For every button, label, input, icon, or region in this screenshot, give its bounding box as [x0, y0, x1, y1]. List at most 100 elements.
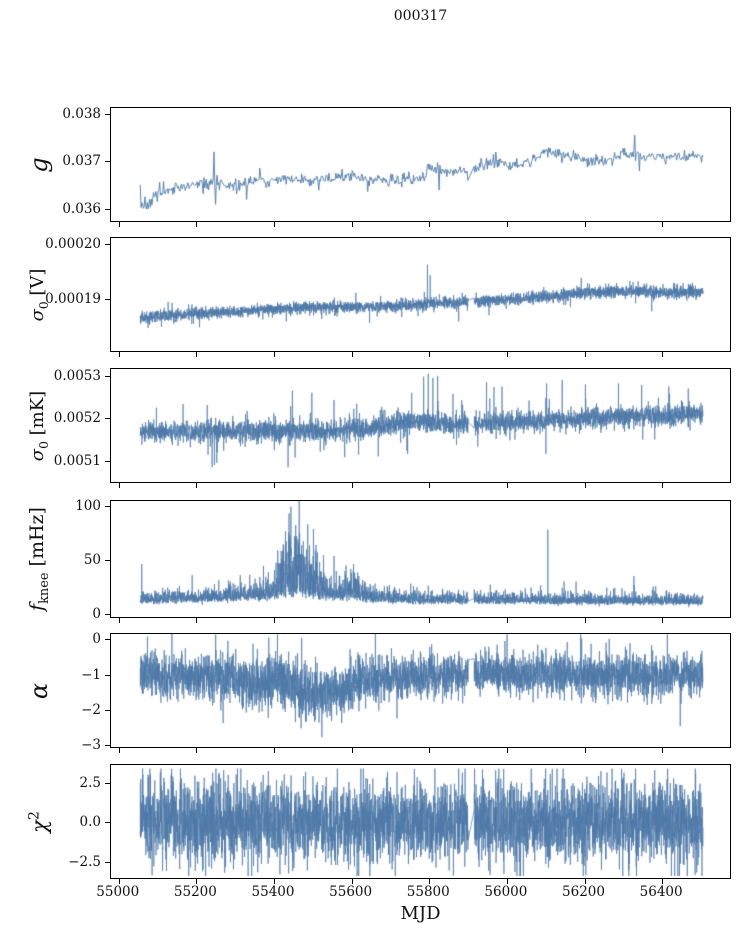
y-tick	[105, 243, 111, 245]
y-tick-label: 0.00020	[45, 235, 101, 252]
x-tick	[662, 747, 664, 753]
x-tick	[118, 351, 120, 357]
x-tick	[274, 747, 275, 753]
y-axis-label-g: g	[25, 156, 53, 173]
y-tick	[105, 209, 111, 211]
x-tick-label: 55200	[173, 884, 217, 900]
x-tick	[351, 221, 353, 227]
y-tick-label: 0.0	[79, 814, 101, 831]
y-tick-label: 50	[83, 551, 101, 568]
y-tick-label: 0.037	[62, 153, 101, 170]
plot-f_knee	[111, 501, 730, 617]
x-tick	[274, 617, 275, 623]
y-tick-label: 0.036	[62, 201, 101, 218]
x-tick	[196, 482, 198, 488]
x-tick	[274, 221, 275, 227]
y-tick	[105, 559, 111, 561]
y-tick-label: 0	[92, 605, 101, 622]
y-tick-label: 0.0052	[53, 410, 101, 427]
figure-title: 000317	[393, 8, 448, 24]
y-axis-label-sigma0_mK: σ0 [mK]	[27, 390, 51, 461]
x-tick	[274, 482, 275, 488]
x-tick-label: 55000	[96, 884, 140, 900]
y-tick	[105, 861, 111, 863]
y-tick	[105, 161, 111, 163]
x-tick	[118, 617, 120, 623]
x-tick	[584, 482, 586, 488]
y-tick-label: −2	[81, 701, 101, 718]
x-tick	[351, 878, 353, 884]
y-tick	[105, 299, 111, 301]
panel-chi2: χ2 2.5 0.0 −2.5	[27, 764, 731, 884]
x-tick	[584, 351, 586, 357]
x-tick	[118, 482, 120, 488]
panel-f_knee: fknee [mHz] 100 50 0	[26, 498, 731, 623]
x-tick	[506, 221, 508, 227]
y-tick	[105, 745, 111, 747]
x-tick	[429, 482, 431, 488]
x-tick	[662, 617, 664, 623]
y-tick-label: −1	[81, 666, 101, 683]
panel-sigma0_mK: σ0 [mK] 0.0053 0.0052 0.0051	[27, 368, 731, 488]
y-tick	[105, 375, 111, 377]
x-tick	[351, 747, 353, 753]
x-tick	[662, 221, 664, 227]
x-tick	[429, 878, 431, 884]
y-tick-label: 0.0051	[53, 452, 101, 469]
x-tick	[429, 747, 431, 753]
x-tick	[196, 351, 198, 357]
y-tick-label: −2.5	[68, 853, 101, 870]
x-tick	[196, 878, 198, 884]
plot-alpha	[111, 634, 730, 747]
panel-g: g 0.038 0.037 0.036	[25, 106, 731, 227]
x-tick	[584, 221, 586, 227]
plot-chi2	[111, 765, 730, 878]
x-tick	[662, 482, 664, 488]
y-tick	[105, 709, 111, 711]
x-tick-label: 56200	[562, 884, 605, 900]
x-tick	[662, 351, 664, 357]
x-tick	[429, 617, 431, 623]
x-tick-label: 56400	[639, 884, 683, 900]
y-tick-label: 0.038	[62, 105, 101, 122]
x-tick	[506, 617, 508, 623]
x-tick	[196, 617, 198, 623]
x-tick	[118, 221, 120, 227]
x-tick	[351, 617, 353, 623]
y-tick	[105, 639, 111, 641]
panel-alpha: α 0 −1 −2 −3	[25, 631, 731, 753]
x-tick-label: 55800	[406, 884, 450, 900]
x-tick-label: 55400	[251, 884, 295, 900]
x-tick-label: 55600	[329, 884, 373, 900]
y-axis-label-alpha: α	[25, 682, 53, 699]
x-tick	[584, 747, 586, 753]
y-tick-label: 2.5	[79, 775, 101, 792]
x-tick	[274, 878, 275, 884]
x-axis-label: MJD	[400, 903, 441, 924]
x-tick	[118, 878, 120, 884]
x-tick-label: 56000	[484, 884, 528, 900]
plot-sigma0_mK	[111, 369, 730, 482]
x-tick	[351, 482, 353, 488]
y-tick-label: −3	[81, 737, 101, 754]
y-tick-label: 0.0053	[53, 367, 101, 384]
x-tick	[429, 221, 431, 227]
y-axis-label-chi2: χ2	[26, 810, 52, 833]
plot-sigma0_V	[111, 238, 730, 351]
x-tick	[351, 351, 353, 357]
x-tick	[429, 351, 431, 357]
y-tick	[105, 613, 111, 615]
x-tick	[506, 351, 508, 357]
x-tick	[662, 878, 664, 884]
y-tick	[105, 783, 111, 785]
plot-g	[111, 108, 730, 221]
y-axis-label-f_knee: fknee [mHz]	[26, 507, 52, 611]
y-tick-label: 0.00019	[45, 291, 101, 308]
panel-sigma0_V: σ0 [V] 0.00020 0.00019	[27, 236, 731, 357]
x-tick	[506, 747, 508, 753]
y-tick-label: 100	[75, 497, 101, 514]
x-tick	[506, 482, 508, 488]
x-tick	[584, 617, 586, 623]
x-tick	[274, 351, 275, 357]
